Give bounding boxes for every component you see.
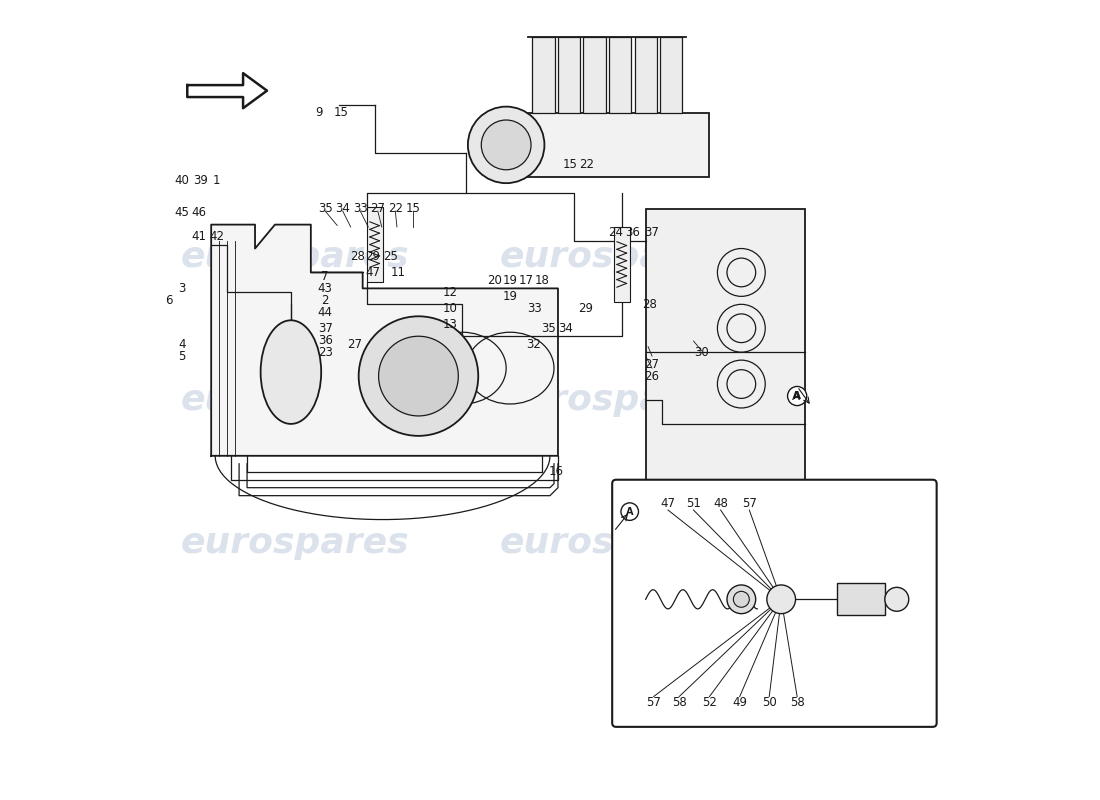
Text: 36: 36 [318, 334, 332, 346]
Text: 51: 51 [686, 497, 701, 510]
Text: 6: 6 [165, 294, 173, 307]
Text: 36: 36 [626, 226, 640, 239]
Text: 22: 22 [580, 158, 594, 171]
Text: 34: 34 [559, 322, 573, 334]
Text: 43: 43 [318, 282, 332, 295]
Polygon shape [583, 38, 606, 113]
Text: 15: 15 [333, 106, 349, 119]
Text: 18: 18 [535, 274, 550, 287]
Text: 15: 15 [562, 158, 578, 171]
Text: 52: 52 [702, 697, 717, 710]
Text: 25: 25 [383, 250, 398, 263]
Text: 50: 50 [762, 697, 777, 710]
Text: 29: 29 [365, 250, 381, 263]
Polygon shape [532, 38, 554, 113]
Text: 48: 48 [713, 497, 728, 510]
Text: 23: 23 [318, 346, 332, 358]
Text: 17: 17 [518, 274, 534, 287]
Ellipse shape [261, 320, 321, 424]
Text: eurospares: eurospares [180, 239, 409, 274]
Text: 5: 5 [178, 350, 186, 362]
Text: 42: 42 [209, 230, 224, 243]
Polygon shape [646, 209, 805, 492]
Text: 34: 34 [336, 202, 350, 215]
Circle shape [727, 585, 756, 614]
Circle shape [734, 591, 749, 607]
Text: eurospares: eurospares [180, 526, 409, 561]
Polygon shape [211, 225, 558, 456]
Text: 46: 46 [191, 206, 207, 219]
Text: eurospares: eurospares [499, 239, 728, 274]
Text: 9: 9 [315, 106, 322, 119]
Text: 33: 33 [527, 302, 541, 315]
Text: A: A [793, 391, 801, 401]
Text: 4: 4 [178, 338, 186, 350]
Polygon shape [660, 38, 682, 113]
Text: 27: 27 [645, 358, 660, 370]
Text: 37: 37 [318, 322, 332, 334]
Text: 27: 27 [371, 202, 385, 215]
Circle shape [884, 587, 909, 611]
Text: 26: 26 [645, 370, 660, 382]
Bar [837, 583, 884, 615]
Text: 1: 1 [213, 174, 220, 187]
Text: eurospares: eurospares [499, 526, 728, 561]
Text: 2: 2 [321, 294, 329, 307]
Polygon shape [609, 38, 631, 113]
Text: 7: 7 [321, 270, 329, 283]
Text: 11: 11 [390, 266, 406, 279]
Text: 16: 16 [549, 466, 564, 478]
Text: 30: 30 [694, 346, 708, 358]
Circle shape [788, 386, 806, 406]
Text: 35: 35 [541, 322, 556, 334]
Text: eurospares: eurospares [499, 383, 728, 417]
Circle shape [621, 503, 638, 520]
Text: 47: 47 [365, 266, 381, 279]
Text: 39: 39 [194, 174, 208, 187]
Circle shape [468, 106, 544, 183]
Text: A: A [792, 390, 800, 402]
Text: 13: 13 [443, 318, 458, 330]
Text: 40: 40 [174, 174, 189, 187]
Text: 41: 41 [191, 230, 207, 243]
Text: 3: 3 [178, 282, 186, 295]
Text: 20: 20 [487, 274, 502, 287]
Text: 57: 57 [646, 697, 661, 710]
Text: 19: 19 [503, 274, 518, 287]
Text: 28: 28 [350, 250, 364, 263]
Text: eurospares: eurospares [180, 383, 409, 417]
Text: 28: 28 [642, 298, 657, 311]
Text: 15: 15 [406, 202, 420, 215]
Polygon shape [635, 38, 657, 113]
Text: 44: 44 [318, 306, 332, 319]
Text: 19: 19 [503, 290, 518, 303]
Bar [614, 226, 629, 302]
Circle shape [767, 585, 795, 614]
Text: 12: 12 [443, 286, 458, 299]
Polygon shape [558, 38, 581, 113]
Polygon shape [187, 73, 267, 108]
Text: A: A [626, 506, 634, 517]
Text: 47: 47 [660, 497, 675, 510]
Circle shape [378, 336, 459, 416]
FancyBboxPatch shape [613, 480, 937, 727]
Text: 58: 58 [790, 697, 804, 710]
Text: 29: 29 [579, 302, 593, 315]
Text: 57: 57 [741, 497, 757, 510]
Text: 24: 24 [608, 226, 623, 239]
Text: 35: 35 [318, 202, 332, 215]
Text: 10: 10 [443, 302, 458, 315]
Text: 27: 27 [348, 338, 362, 350]
Polygon shape [510, 113, 710, 177]
Text: 37: 37 [645, 226, 660, 239]
Text: 58: 58 [672, 697, 686, 710]
Text: 45: 45 [174, 206, 189, 219]
Text: 49: 49 [733, 697, 747, 710]
Circle shape [482, 120, 531, 170]
Bar [366, 206, 383, 282]
Circle shape [359, 316, 478, 436]
Text: 33: 33 [353, 202, 367, 215]
Text: 22: 22 [388, 202, 403, 215]
Text: 32: 32 [527, 338, 541, 350]
